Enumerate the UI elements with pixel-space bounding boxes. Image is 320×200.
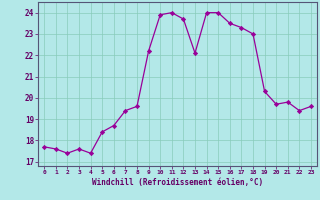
X-axis label: Windchill (Refroidissement éolien,°C): Windchill (Refroidissement éolien,°C) [92, 178, 263, 187]
